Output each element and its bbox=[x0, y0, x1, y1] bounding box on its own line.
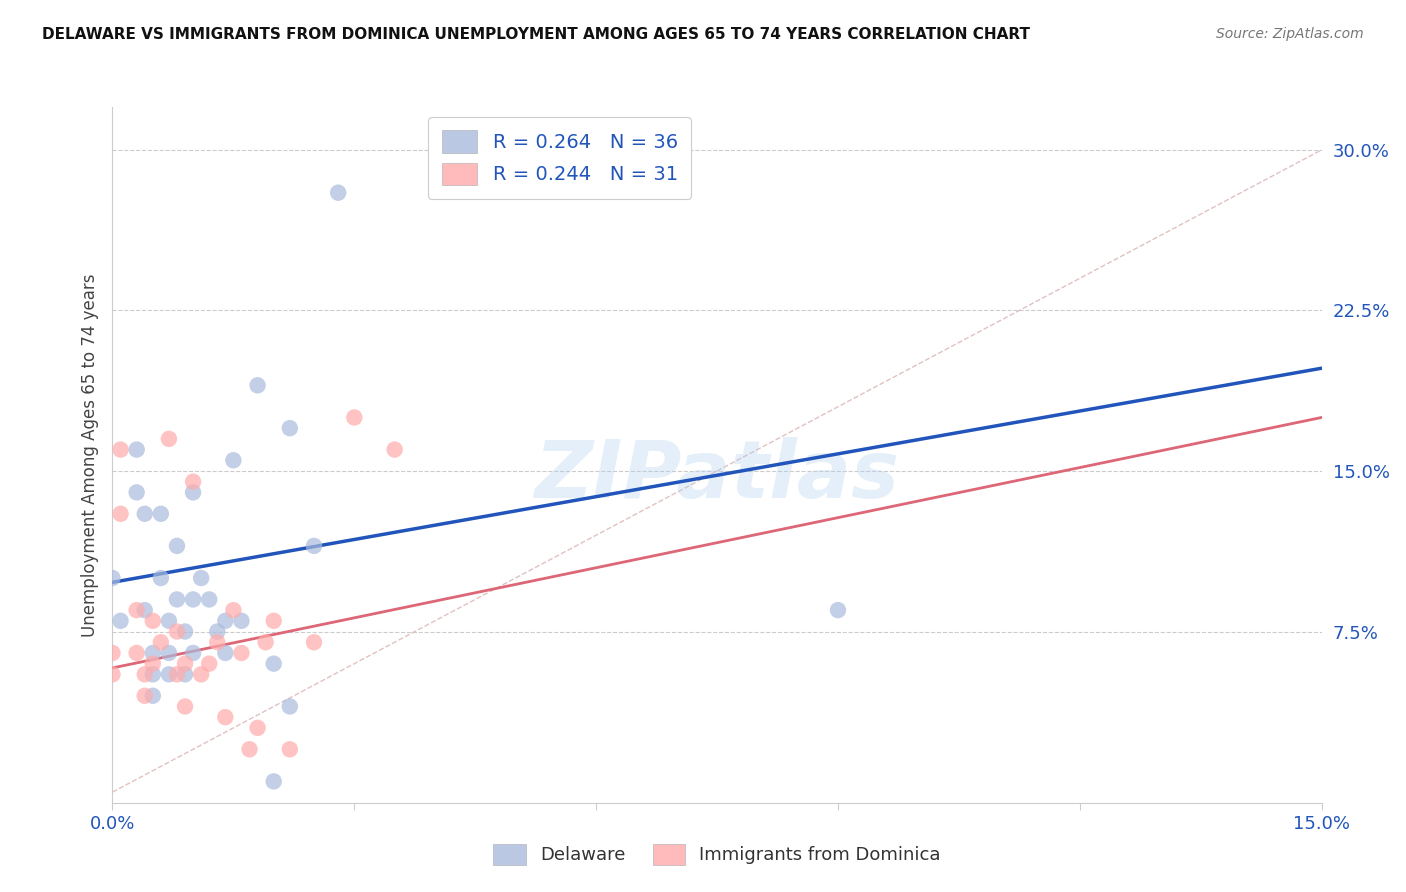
Point bbox=[302, 635, 325, 649]
Point bbox=[181, 475, 204, 489]
Point bbox=[166, 539, 188, 553]
Point bbox=[231, 646, 253, 660]
Point bbox=[302, 539, 325, 553]
Text: ZIPatlas: ZIPatlas bbox=[534, 437, 900, 515]
Point bbox=[134, 507, 156, 521]
Legend: Delaware, Immigrants from Dominica: Delaware, Immigrants from Dominica bbox=[481, 831, 953, 877]
Point bbox=[166, 667, 188, 681]
Point bbox=[222, 453, 245, 467]
Point bbox=[134, 689, 156, 703]
Point bbox=[142, 614, 165, 628]
Point bbox=[174, 657, 197, 671]
Point bbox=[263, 657, 285, 671]
Point bbox=[157, 614, 180, 628]
Point bbox=[343, 410, 366, 425]
Point bbox=[384, 442, 406, 457]
Point bbox=[157, 432, 180, 446]
Point bbox=[157, 646, 180, 660]
Point bbox=[207, 635, 229, 649]
Point bbox=[142, 689, 165, 703]
Point bbox=[328, 186, 350, 200]
Point bbox=[214, 646, 236, 660]
Point bbox=[278, 742, 301, 756]
Point bbox=[231, 614, 253, 628]
Point bbox=[125, 646, 148, 660]
Point bbox=[125, 485, 148, 500]
Text: Source: ZipAtlas.com: Source: ZipAtlas.com bbox=[1216, 27, 1364, 41]
Point bbox=[101, 646, 124, 660]
Point bbox=[125, 603, 148, 617]
Point bbox=[149, 507, 172, 521]
Point bbox=[263, 774, 285, 789]
Point bbox=[214, 614, 236, 628]
Point bbox=[174, 699, 197, 714]
Point bbox=[157, 667, 180, 681]
Point bbox=[149, 635, 172, 649]
Point bbox=[190, 571, 212, 585]
Point bbox=[181, 646, 204, 660]
Point bbox=[278, 699, 301, 714]
Point bbox=[278, 421, 301, 435]
Point bbox=[125, 442, 148, 457]
Point bbox=[222, 603, 245, 617]
Point bbox=[110, 507, 132, 521]
Point bbox=[110, 614, 132, 628]
Point bbox=[190, 667, 212, 681]
Point bbox=[254, 635, 277, 649]
Point bbox=[142, 646, 165, 660]
Point bbox=[238, 742, 260, 756]
Text: DELAWARE VS IMMIGRANTS FROM DOMINICA UNEMPLOYMENT AMONG AGES 65 TO 74 YEARS CORR: DELAWARE VS IMMIGRANTS FROM DOMINICA UNE… bbox=[42, 27, 1031, 42]
Point bbox=[101, 571, 124, 585]
Point bbox=[246, 378, 269, 392]
Point bbox=[101, 667, 124, 681]
Point bbox=[263, 614, 285, 628]
Point bbox=[174, 667, 197, 681]
Point bbox=[246, 721, 269, 735]
Point bbox=[166, 624, 188, 639]
Point bbox=[181, 485, 204, 500]
Point bbox=[181, 592, 204, 607]
Point bbox=[134, 667, 156, 681]
Y-axis label: Unemployment Among Ages 65 to 74 years: Unemployment Among Ages 65 to 74 years bbox=[80, 273, 98, 637]
Point bbox=[142, 667, 165, 681]
Point bbox=[174, 624, 197, 639]
Point bbox=[827, 603, 849, 617]
Point bbox=[207, 624, 229, 639]
Point bbox=[214, 710, 236, 724]
Point bbox=[198, 592, 221, 607]
Point bbox=[142, 657, 165, 671]
Point bbox=[149, 571, 172, 585]
Point bbox=[134, 603, 156, 617]
Point bbox=[198, 657, 221, 671]
Point bbox=[166, 592, 188, 607]
Point bbox=[110, 442, 132, 457]
